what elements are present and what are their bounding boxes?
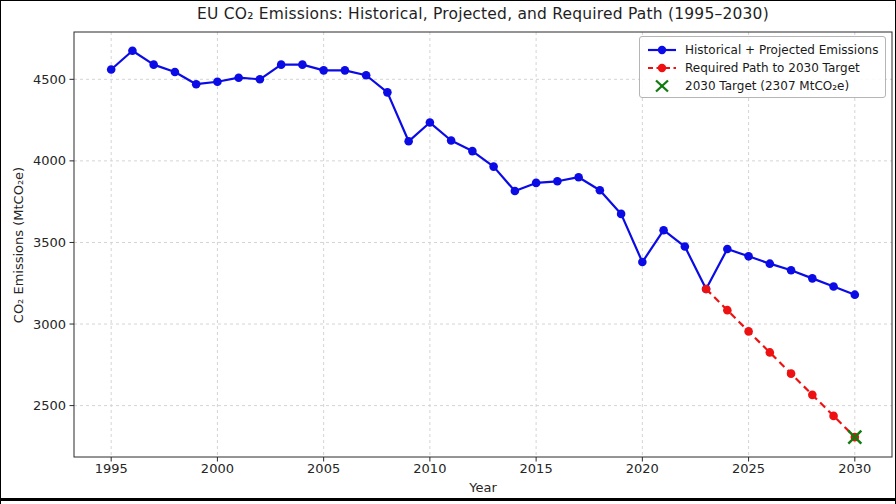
required-path-point: [787, 369, 796, 378]
historical-series-point: [362, 71, 371, 80]
historical-series-point: [298, 60, 307, 69]
legend-item-required-path: Required Path to 2030 Target: [640, 60, 885, 75]
historical-series-point: [341, 66, 350, 75]
historical-series-point: [617, 210, 626, 219]
historical-series-point: [829, 282, 838, 291]
solid-line-circle-marker-icon: [647, 43, 677, 57]
legend: Historical + Projected Emissions Require…: [639, 36, 886, 98]
x-tick-label: 2030: [838, 461, 871, 476]
required-path-point: [702, 285, 711, 294]
x-tick-label: 2020: [626, 461, 659, 476]
historical-series-point: [787, 266, 796, 275]
historical-series-point: [744, 252, 753, 261]
historical-series-point: [447, 136, 456, 145]
figure-bottom-border: [1, 498, 895, 501]
historical-series-point: [149, 60, 158, 69]
historical-series-point: [404, 137, 413, 146]
y-tick-label: 4000: [33, 153, 66, 168]
x-tick-label: 2000: [201, 461, 234, 476]
historical-series-point: [574, 173, 583, 182]
y-tick-label: 4500: [33, 72, 66, 87]
required-path-point: [744, 327, 753, 336]
y-tick-label: 3500: [33, 235, 66, 250]
x-tick-label: 2010: [413, 461, 446, 476]
historical-series-point: [766, 259, 775, 268]
required-path-point: [766, 348, 775, 357]
legend-label-historical: Historical + Projected Emissions: [685, 43, 878, 57]
historical-series-point: [319, 66, 328, 75]
required-path-point: [723, 306, 732, 315]
historical-series-point: [596, 186, 605, 195]
x-tick-label: 2015: [520, 461, 553, 476]
historical-series-point: [723, 245, 732, 254]
x-axis-label: Year: [74, 480, 892, 495]
historical-series-point: [489, 162, 498, 171]
historical-series-point: [638, 258, 647, 267]
historical-series-point: [851, 290, 860, 299]
historical-series-point: [171, 68, 180, 77]
y-tick-label: 3000: [33, 317, 66, 332]
x-marker-icon: [647, 79, 677, 93]
legend-item-target: 2030 Target (2307 MtCO₂e): [640, 78, 885, 93]
legend-label-target: 2030 Target (2307 MtCO₂e): [685, 79, 849, 93]
historical-series-point: [659, 226, 668, 235]
required-path-point: [808, 391, 817, 400]
historical-series-point: [426, 118, 435, 127]
chart-title: EU CO₂ Emissions: Historical, Projected,…: [74, 5, 892, 23]
historical-series-point: [277, 60, 286, 69]
historical-series-point: [553, 177, 562, 186]
historical-series-point: [128, 46, 137, 55]
historical-series-point: [383, 88, 392, 97]
legend-item-historical: Historical + Projected Emissions: [640, 42, 885, 57]
x-tick-label: 2005: [307, 461, 340, 476]
historical-series-point: [192, 80, 201, 89]
x-tick-label: 1995: [95, 461, 128, 476]
historical-series-point: [532, 179, 541, 188]
historical-series-point: [256, 75, 265, 84]
historical-series-point: [511, 187, 520, 196]
historical-series-point: [107, 65, 116, 74]
y-tick-label: 2500: [33, 398, 66, 413]
figure: 1995 2000 2005 2010 2015 2020 2025 2030 2500 3000…: [0, 0, 896, 504]
required-path-point: [829, 412, 838, 421]
historical-series-point: [808, 274, 817, 283]
legend-label-required-path: Required Path to 2030 Target: [685, 61, 860, 75]
historical-series-point: [681, 242, 690, 251]
y-axis-label: CO₂ Emissions (MtCO₂e): [11, 167, 26, 323]
dashed-line-circle-marker-icon: [647, 61, 677, 75]
historical-series-point: [234, 73, 243, 82]
x-tick-label: 2025: [732, 461, 765, 476]
historical-series-point: [468, 147, 477, 156]
historical-series-point: [213, 77, 222, 86]
